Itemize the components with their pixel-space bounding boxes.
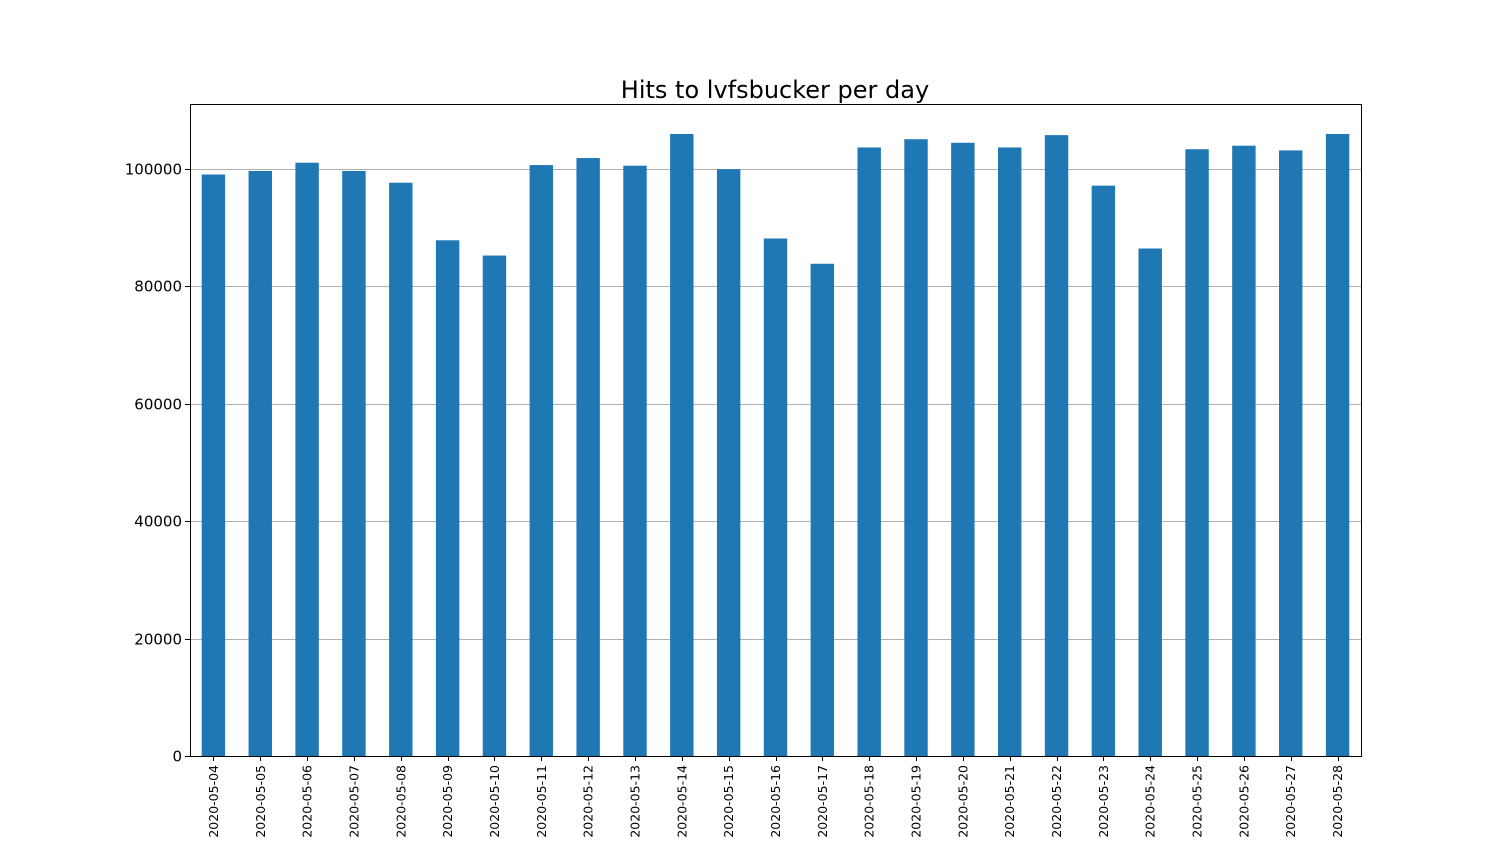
x-tick-label: 2020-05-07 bbox=[346, 765, 361, 838]
x-tick-label: 2020-05-05 bbox=[253, 765, 268, 838]
bar bbox=[1325, 133, 1350, 756]
bar bbox=[529, 165, 554, 757]
x-axis: 2020-05-04 2020-05-05 2020-05-06 2020-05-07… bbox=[206, 756, 1345, 838]
bar bbox=[1091, 185, 1116, 756]
bar bbox=[342, 170, 366, 756]
x-tick-label: 2020-05-11 bbox=[534, 765, 549, 838]
x-tick-label: 2020-05-09 bbox=[440, 765, 455, 838]
bars bbox=[201, 133, 1350, 757]
chart-title: Hits to lvfsbucker per day bbox=[621, 76, 929, 104]
bar bbox=[670, 133, 694, 756]
bar bbox=[201, 174, 226, 757]
bar bbox=[295, 162, 319, 757]
bar bbox=[1279, 150, 1303, 756]
x-tick-label: 2020-05-21 bbox=[1002, 765, 1017, 838]
y-tick-label: 40000 bbox=[134, 513, 182, 531]
y-tick-label: 60000 bbox=[134, 396, 182, 414]
x-tick-label: 2020-05-24 bbox=[1143, 765, 1158, 838]
x-tick-label: 2020-05-20 bbox=[955, 765, 970, 838]
y-tick-label: 100000 bbox=[125, 161, 182, 179]
x-tick-label: 2020-05-28 bbox=[1330, 765, 1345, 838]
x-tick-label: 2020-05-16 bbox=[768, 765, 783, 838]
bar bbox=[904, 139, 928, 757]
x-tick-label: 2020-05-23 bbox=[1096, 765, 1111, 838]
x-tick-label: 2020-05-13 bbox=[627, 765, 642, 838]
bar bbox=[1044, 135, 1069, 756]
bar bbox=[576, 158, 600, 757]
bar bbox=[857, 147, 881, 757]
bar bbox=[1232, 145, 1256, 756]
bar bbox=[248, 170, 272, 756]
x-tick-label: 2020-05-26 bbox=[1236, 765, 1251, 838]
x-tick-label: 2020-05-22 bbox=[1049, 765, 1064, 838]
bar bbox=[389, 182, 413, 756]
y-axis: 0 20000 40000 60000 80000 100000 bbox=[125, 161, 190, 766]
x-tick-label: 2020-05-17 bbox=[815, 765, 830, 838]
bar bbox=[716, 169, 741, 756]
x-tick-label: 2020-05-06 bbox=[300, 765, 315, 838]
x-tick-label: 2020-05-04 bbox=[206, 765, 221, 838]
bar bbox=[623, 165, 647, 756]
x-tick-label: 2020-05-27 bbox=[1283, 765, 1298, 838]
x-tick-label: 2020-05-10 bbox=[487, 765, 502, 838]
x-tick-label: 2020-05-25 bbox=[1190, 765, 1205, 838]
y-tick-label: 80000 bbox=[134, 278, 182, 296]
bar bbox=[997, 147, 1022, 757]
y-tick-label: 20000 bbox=[134, 631, 182, 649]
bar bbox=[1138, 248, 1162, 756]
y-tick-label: 0 bbox=[172, 748, 182, 766]
x-tick-label: 2020-05-08 bbox=[393, 765, 408, 838]
x-tick-label: 2020-05-12 bbox=[581, 765, 596, 838]
bar bbox=[1185, 149, 1209, 757]
x-tick-label: 2020-05-14 bbox=[674, 765, 689, 838]
bar bbox=[810, 263, 835, 756]
bar bbox=[763, 238, 788, 756]
bar bbox=[482, 255, 507, 757]
bar bbox=[951, 142, 975, 756]
bar bbox=[435, 240, 460, 756]
x-tick-label: 2020-05-15 bbox=[721, 765, 736, 838]
x-tick-label: 2020-05-18 bbox=[862, 765, 877, 838]
x-tick-label: 2020-05-19 bbox=[909, 765, 924, 838]
